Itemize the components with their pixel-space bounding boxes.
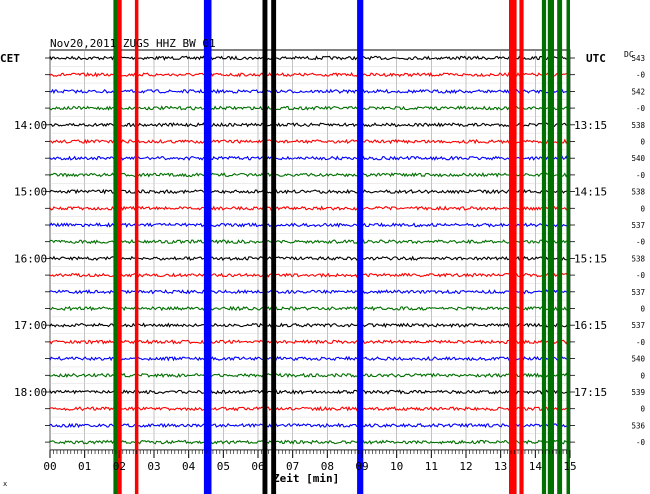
x-tick-label: 09 [355,460,368,473]
dc-value: 538 [631,188,645,197]
dc-value: 540 [631,355,645,364]
dc-value: -0 [636,238,646,247]
x-tick-label: 04 [182,460,196,473]
dc-value: -0 [636,71,646,80]
event-band [262,0,268,494]
dc-value: 539 [631,388,645,397]
x-tick-label: 02 [113,460,126,473]
dc-value: 536 [631,421,645,430]
cet-time-label: 17:00 [14,319,47,332]
utc-time-label: 13:15 [574,119,607,132]
x-tick-label: 10 [390,460,403,473]
dc-value: -0 [636,171,646,180]
x-tick-label: 13 [494,460,507,473]
utc-time-label: 15:15 [574,252,607,265]
event-band [519,0,524,494]
x-tick-label: 03 [147,460,160,473]
events [113,0,570,494]
dc-value: -0 [636,104,646,113]
utc-time-label: 16:15 [574,319,607,332]
x-axis-label: Zeit [min] [273,472,339,485]
utc-axis-label: UTC [586,52,606,65]
event-band [203,0,212,494]
event-band [566,0,570,494]
x-tick-label: 06 [251,460,264,473]
x-tick-label: 08 [321,460,334,473]
dc-value: 537 [631,221,645,230]
dc-value: 540 [631,154,645,163]
dc-value: 538 [631,254,645,263]
dc-value: 543 [631,54,645,63]
axis-labels: 14:00 15:00 16:00 17:00 18:00 13:15 14:15 15:15… [14,54,645,447]
utc-time-label: 17:15 [574,386,607,399]
dc-value: 0 [640,138,645,147]
dc-value: 542 [631,87,645,96]
event-band [134,0,139,494]
dc-value: 537 [631,321,645,330]
corner-mark: x [3,480,7,488]
dc-value: 0 [640,305,645,314]
dc-value: 537 [631,288,645,297]
x-tick-label: 14 [529,460,543,473]
cet-time-label: 18:00 [14,386,47,399]
x-tick-label: 05 [217,460,230,473]
event-band [117,0,122,494]
utc-time-label: 14:15 [574,186,607,199]
cet-time-label: 15:00 [14,186,47,199]
dc-value: 0 [640,204,645,213]
x-tick-label: 11 [425,460,438,473]
x-tick-label: 12 [459,460,472,473]
chart-title: Nov20,2011 ZUGS HHZ BW 01 [50,37,216,50]
cet-time-label: 16:00 [14,252,47,265]
event-band [541,0,547,494]
x-tick-label: 07 [286,460,299,473]
cet-time-label: 14:00 [14,119,47,132]
axes: 00 01 02 03 04 05 06 07 08 09 10 11 12 13 14 15 [43,57,577,473]
dc-value: -0 [636,438,646,447]
event-band [509,0,517,494]
x-tick-label: 15 [563,460,576,473]
x-tick-label: 01 [78,460,91,473]
dc-header: DC [624,50,634,59]
dc-value: -0 [636,271,646,280]
event-band [547,0,554,494]
dc-value: -0 [636,338,646,347]
dc-value: 0 [640,371,645,380]
x-tick-label: 00 [43,460,56,473]
dc-value: 0 [640,405,645,414]
cet-axis-label: CET [0,52,20,65]
event-band [271,0,277,494]
event-band [557,0,563,494]
dc-value: 538 [631,121,645,130]
event-band [357,0,364,494]
